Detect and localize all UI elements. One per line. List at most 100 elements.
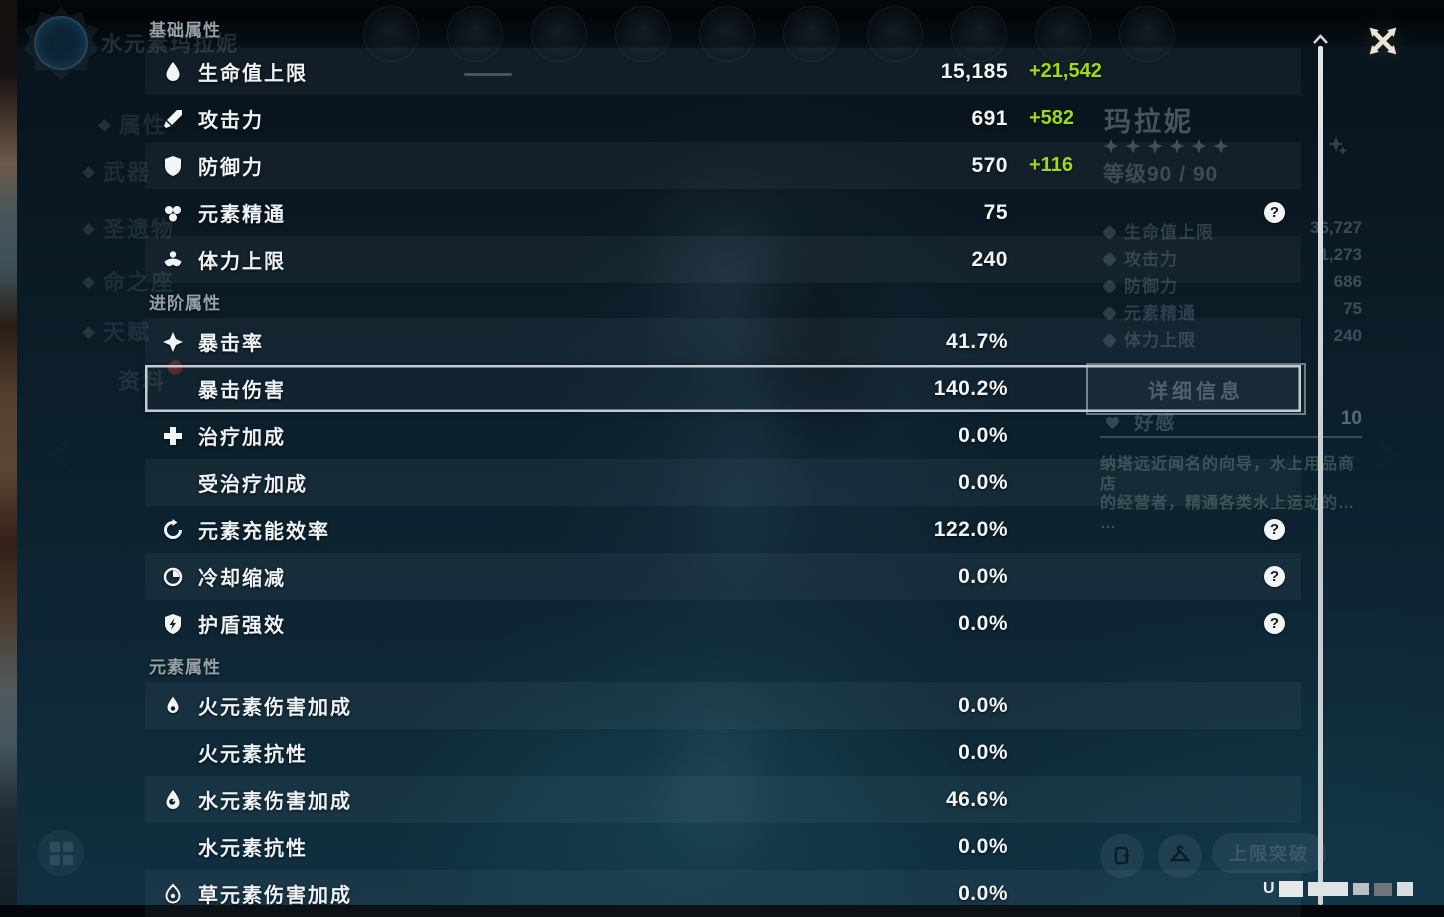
shield-strength-icon [161, 612, 185, 636]
close-button[interactable] [1356, 14, 1410, 68]
avatar[interactable] [699, 6, 755, 62]
avatar[interactable] [363, 6, 419, 62]
divider [1100, 436, 1362, 438]
section-title-advanced: 进阶属性 [149, 294, 221, 313]
stat-row-pyro-res[interactable]: 火元素抗性 0.0% [145, 729, 1301, 776]
overview-stat-row: 元素精通 75 [1101, 299, 1362, 323]
stat-label: 治疗加成 [198, 427, 286, 449]
overview-stat-value: 686 [1333, 272, 1362, 291]
panel-scrollbar[interactable] [1318, 46, 1323, 905]
sidebar-item-artifacts[interactable]: 圣遗物 [82, 212, 175, 244]
help-icon[interactable]: ? [1264, 613, 1285, 634]
stat-value: 691 [971, 107, 1008, 130]
stat-label: 火元素抗性 [198, 744, 308, 766]
avatar[interactable] [783, 6, 839, 62]
ascend-button[interactable]: 上限突破 [1212, 833, 1326, 873]
elemental-mastery-icon [161, 201, 185, 225]
stat-label: 元素充能效率 [198, 521, 330, 543]
close-icon [1369, 27, 1397, 55]
stat-label: 冷却缩减 [198, 568, 286, 590]
star-icon [1213, 138, 1229, 154]
stat-value: 140.2% [933, 377, 1008, 400]
chevron-left-icon [49, 439, 69, 469]
stat-row-max-hp[interactable]: 生命值上限 15,185 +21,542 [145, 48, 1301, 95]
help-icon[interactable]: ? [1264, 202, 1285, 223]
sidebar-item-constellation[interactable]: 命之座 [82, 265, 175, 297]
sidebar-item-weapon[interactable]: 武器 [82, 155, 152, 187]
wish-card-button[interactable] [1100, 834, 1144, 878]
game-scene-backdrop [17, 0, 1444, 905]
diamond-bullet [82, 223, 95, 236]
stat-label: 防御力 [198, 157, 264, 179]
attribute-detail-panel: 基础属性 生命值上限 15,185 +21,542 攻击力 691 +582 防… [145, 0, 1301, 917]
uid-display: U [1263, 880, 1418, 898]
diamond-bullet [82, 166, 95, 179]
sidebar-item-profile[interactable]: 资料 [118, 364, 166, 396]
stat-row-pyro-dmg-bonus[interactable]: 火元素伤害加成 0.0% [145, 682, 1301, 729]
sidebar-label: 天赋 [103, 320, 152, 345]
outfit-button[interactable] [1158, 834, 1202, 878]
sidebar-item-attributes[interactable]: 属性 [98, 108, 167, 140]
character-description: 纳塔远近闻名的向导，水上用品商店 的经营者，精通各类水上运动的… … [1100, 455, 1368, 533]
avatar[interactable] [1035, 6, 1091, 62]
avatar[interactable] [867, 6, 923, 62]
avatar[interactable] [447, 6, 503, 62]
avatar[interactable] [531, 6, 587, 62]
stat-value: 0.0% [958, 694, 1008, 717]
stat-row-crit-dmg[interactable]: 暴击伤害 140.2% [145, 365, 1301, 412]
energy-recharge-icon [161, 518, 185, 542]
next-character-button[interactable] [1374, 437, 1400, 471]
overview-stat-label: 攻击力 [1124, 250, 1178, 269]
uid-text: U [1263, 880, 1275, 897]
avatar[interactable] [1119, 6, 1175, 62]
party-setup-button[interactable] [38, 830, 84, 876]
help-icon[interactable]: ? [1264, 566, 1285, 587]
sword-icon [161, 107, 185, 131]
stat-row-elemental-mastery[interactable]: 元素精通 75 ? [145, 189, 1301, 236]
stat-row-cd-reduction[interactable]: 冷却缩减 0.0% ? [145, 553, 1301, 600]
stat-row-energy-recharge[interactable]: 元素充能效率 122.0% ? [145, 506, 1301, 553]
friendship-row: 好感 10 [1104, 408, 1362, 434]
stat-value: 122.0% [933, 518, 1008, 541]
overview-stat-row: 生命值上限 36,727 [1101, 218, 1362, 242]
chevron-right-icon [1378, 439, 1398, 469]
scroll-up-arrow[interactable] [1312, 32, 1329, 44]
help-icon[interactable]: ? [1264, 519, 1285, 540]
stat-row-crit-rate[interactable]: 暴击率 41.7% [145, 318, 1301, 365]
stat-row-hydro-res[interactable]: 水元素抗性 0.0% [145, 823, 1301, 870]
sidebar-item-talents[interactable]: 天赋 [82, 315, 152, 347]
avatar[interactable] [615, 6, 671, 62]
avatar[interactable] [951, 6, 1007, 62]
diamond-bullet [82, 326, 95, 339]
desktop-edge-strip [0, 0, 17, 905]
notification-dot [168, 360, 183, 375]
stat-value: 0.0% [958, 424, 1008, 447]
description-line: … [1100, 514, 1117, 532]
top-edge [17, 0, 1444, 7]
section-title-elemental: 元素属性 [149, 658, 221, 677]
uid-censor-block [1278, 881, 1303, 897]
overview-stat-label: 元素精通 [1124, 304, 1196, 323]
stat-row-healing-bonus[interactable]: 治疗加成 0.0% [145, 412, 1301, 459]
detail-info-button[interactable]: 详细信息 [1086, 363, 1306, 415]
sidebar-label: 武器 [103, 160, 152, 185]
stat-row-max-stamina[interactable]: 体力上限 240 [145, 236, 1301, 283]
stat-row-atk[interactable]: 攻击力 691 +582 [145, 95, 1301, 142]
ascend-button-label: 上限突破 [1229, 844, 1309, 864]
friendship-heart-icon [1106, 416, 1119, 429]
stat-value: 0.0% [958, 741, 1008, 764]
stat-row-dendro-dmg-bonus[interactable]: 草元素伤害加成 0.0% [145, 870, 1301, 917]
overview-stat-row: 防御力 686 [1101, 272, 1362, 296]
stat-row-def[interactable]: 防御力 570 +116 [145, 142, 1301, 189]
stat-bonus: +582 [1029, 107, 1075, 129]
stat-row-hydro-dmg-bonus[interactable]: 水元素伤害加成 46.6% [145, 776, 1301, 823]
stat-row-shield-strength[interactable]: 护盾强效 0.0% ? [145, 600, 1301, 647]
rarity-stars [1102, 137, 1230, 155]
selected-avatar-indicator [464, 73, 512, 76]
overview-stat-label: 生命值上限 [1124, 223, 1214, 242]
stat-row-incoming-healing-bonus[interactable]: 受治疗加成 0.0% [145, 459, 1301, 506]
stat-label: 暴击率 [198, 333, 264, 355]
stat-value: 0.0% [958, 882, 1008, 905]
description-line: 的经营者，精通各类水上运动的… [1100, 495, 1356, 512]
previous-character-button[interactable] [47, 437, 73, 471]
